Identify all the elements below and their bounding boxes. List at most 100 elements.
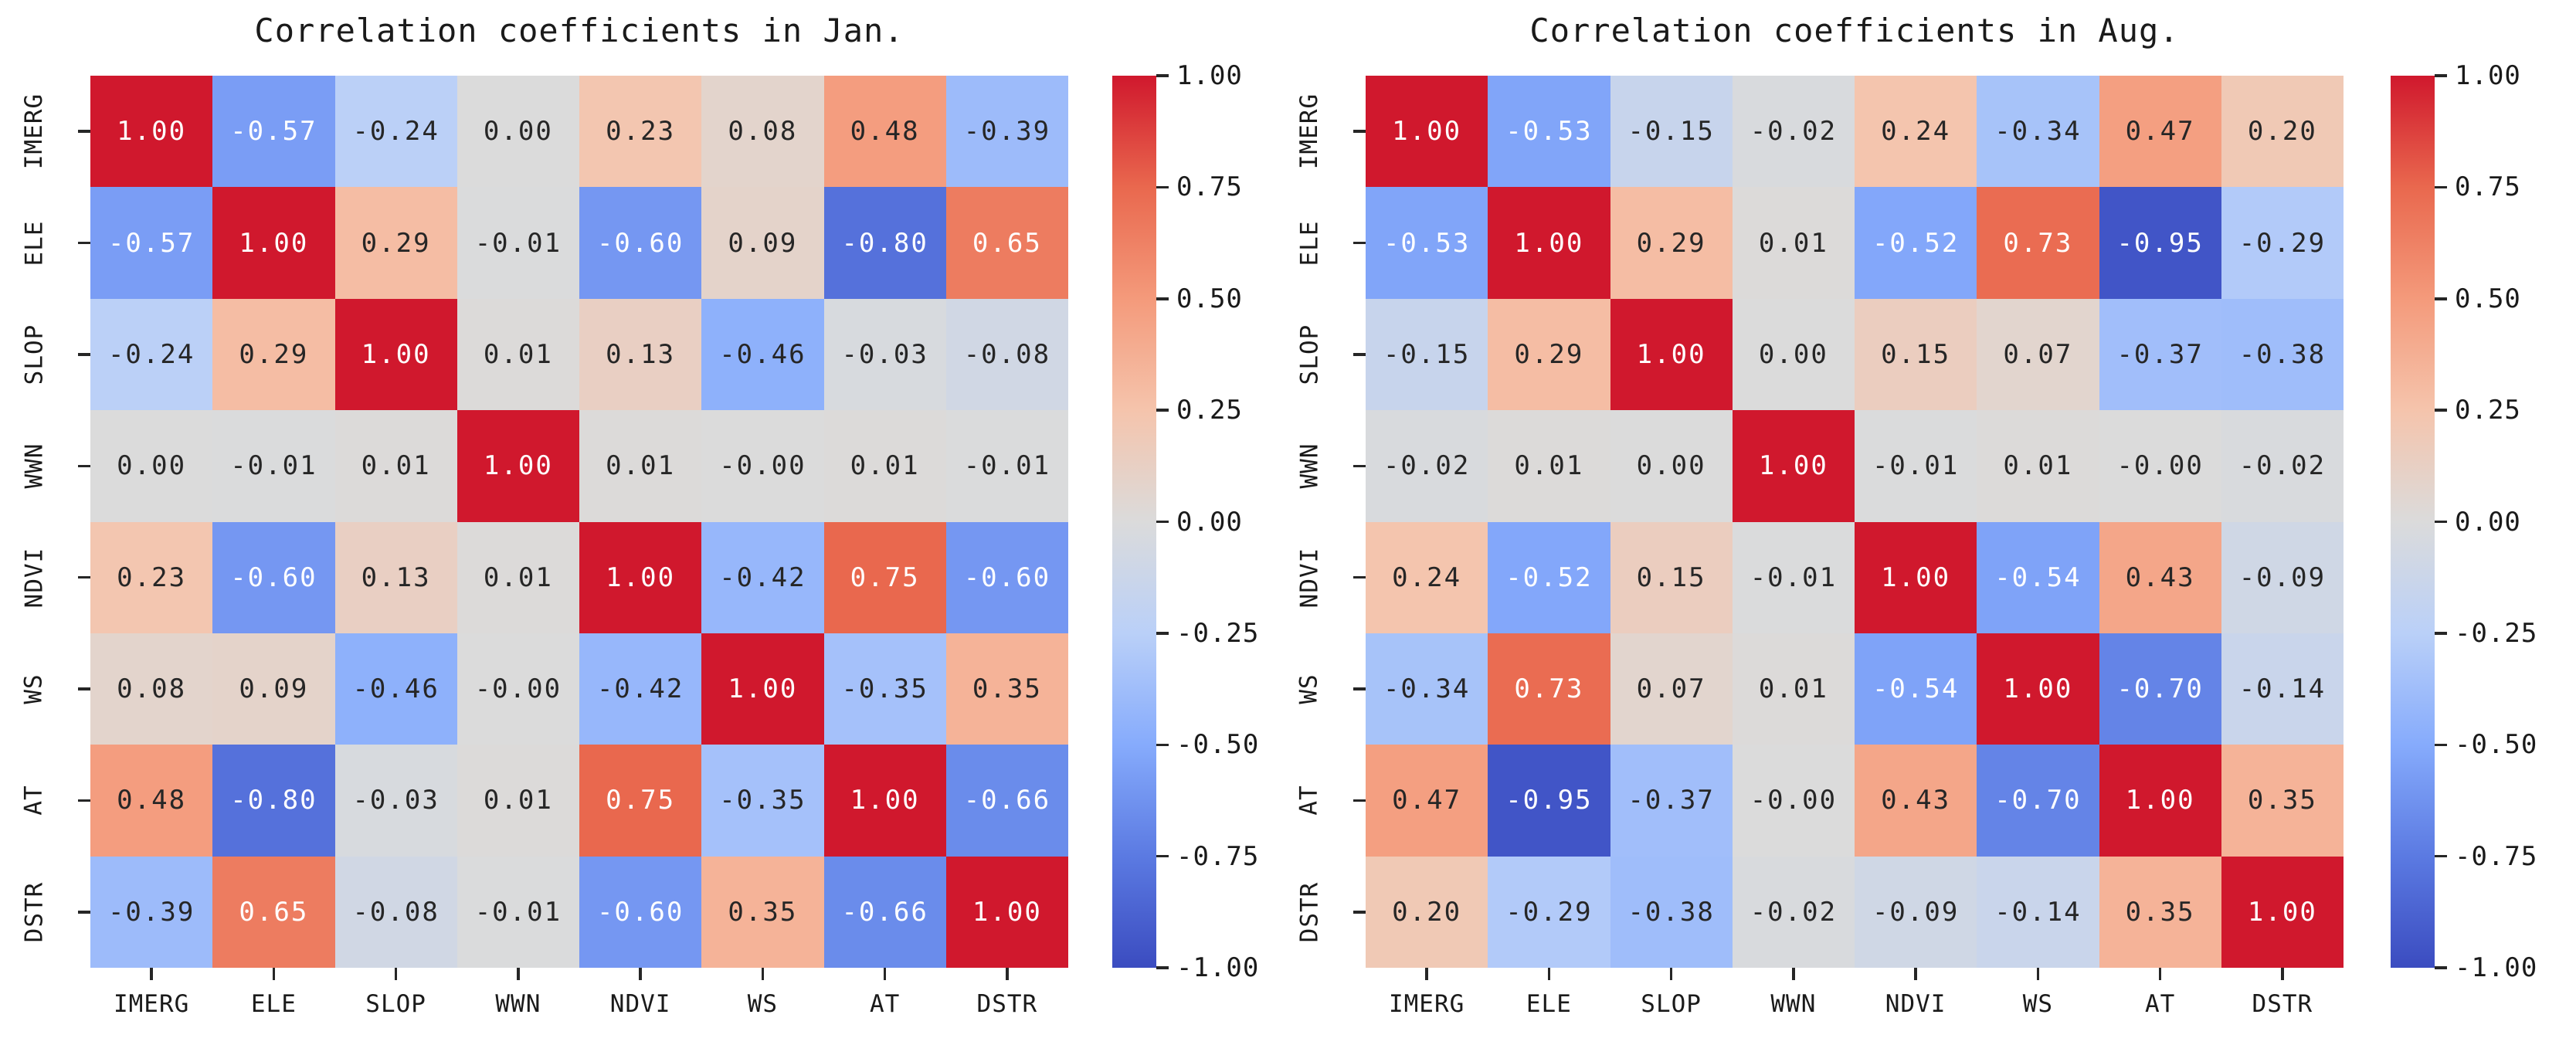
heatmap-cell: -0.34 — [1366, 633, 1488, 745]
heatmap-cell: 0.13 — [579, 298, 702, 411]
heatmap-cell: -0.70 — [1977, 745, 2099, 857]
x-tick — [2036, 968, 2040, 980]
heatmap-cell: -0.15 — [1610, 76, 1733, 188]
heatmap-cell: 1.00 — [334, 298, 457, 411]
y-axis-label: NDVI — [7, 522, 61, 633]
heatmap-cell: -0.80 — [212, 745, 335, 857]
heatmap-cell: 0.24 — [1855, 76, 1977, 188]
y-axis-label: WWN — [1282, 410, 1336, 521]
x-axis-label: ELE — [250, 990, 297, 1018]
colorbar — [2391, 76, 2435, 968]
x-axis-label: SLOP — [1641, 990, 1702, 1018]
heatmap-cell: -0.95 — [2099, 187, 2221, 299]
heatmap-cell: -0.08 — [945, 298, 1068, 411]
heatmap-cell: 1.00 — [2099, 745, 2221, 857]
heatmap-grid: 1.00 -0.53 -0.15 -0.02 0.24 -0.34 0.47 0.20 -0.5… — [1366, 76, 2344, 968]
y-axis-label: SLOP — [1282, 299, 1336, 410]
heatmap-cell: 0.07 — [1977, 298, 2099, 411]
y-axis-label: IMERG — [7, 76, 61, 187]
heatmap-cell: -0.34 — [1977, 76, 2099, 188]
x-axis-label: WWN — [495, 990, 541, 1018]
heatmap-cell: -0.15 — [1366, 298, 1488, 411]
heatmap-cell: 1.00 — [945, 856, 1068, 968]
colorbar-tick — [1156, 409, 1169, 412]
colorbar-tick-label: -0.75 — [1176, 840, 1260, 872]
heatmap-cell: 0.23 — [90, 521, 213, 633]
colorbar-tick — [2435, 409, 2447, 412]
y-axis-label: WWN — [7, 410, 61, 521]
heatmap-cell: 0.15 — [1855, 298, 1977, 411]
colorbar-tick-label: 0.50 — [2455, 283, 2521, 314]
x-axis-label: ELE — [1526, 990, 1572, 1018]
y-tick — [1353, 687, 1366, 690]
colorbar-tick — [2435, 966, 2447, 969]
heatmap-cell: -0.37 — [1610, 745, 1733, 857]
heatmap-cell: 0.01 — [334, 410, 457, 522]
heatmap-cell: 1.00 — [1855, 521, 1977, 633]
heatmap-cell: -0.53 — [1488, 76, 1610, 188]
heatmap-cell: 1.00 — [701, 633, 824, 745]
y-tick — [78, 241, 90, 245]
heatmap-cell: 0.01 — [456, 521, 579, 633]
y-axis-label: ELE — [7, 187, 61, 298]
heatmap-cell: -0.52 — [1855, 187, 1977, 299]
colorbar-tick-label: -0.50 — [1176, 729, 1260, 761]
heatmap-cell: -0.52 — [1488, 521, 1610, 633]
heatmap-cell: 0.23 — [579, 76, 702, 188]
colorbar-tick-label: 0.75 — [2455, 171, 2521, 203]
x-tick — [1792, 968, 1795, 980]
y-axis-label-text: WS — [1295, 673, 1323, 704]
y-tick — [78, 911, 90, 914]
heatmap-cell: 0.00 — [1610, 410, 1733, 522]
heatmap-cell: 0.75 — [823, 521, 946, 633]
heatmap-cell: 0.20 — [1366, 856, 1488, 968]
heatmap-cell: -0.39 — [945, 76, 1068, 188]
heatmap-cell: -0.02 — [1366, 410, 1488, 522]
y-tick — [78, 575, 90, 579]
colorbar-tick — [2435, 74, 2447, 77]
heatmap-cell: 0.13 — [334, 521, 457, 633]
heatmap-cell: 0.35 — [2099, 856, 2221, 968]
heatmap-cell: -0.38 — [1610, 856, 1733, 968]
heatmap-cell: 0.48 — [823, 76, 946, 188]
x-axis-label: WS — [747, 990, 779, 1018]
heatmap-cell: 0.35 — [2221, 745, 2344, 857]
heatmap-cell: 1.00 — [90, 76, 213, 188]
heatmap-cell: 0.29 — [212, 298, 335, 411]
colorbar-tick-label: 0.25 — [1176, 395, 1243, 426]
heatmap-cell: -0.02 — [1732, 76, 1855, 188]
heatmap-cell: 0.00 — [1732, 298, 1855, 411]
colorbar-tick — [1156, 966, 1169, 969]
heatmap-cell: 0.29 — [1610, 187, 1733, 299]
y-tick — [78, 130, 90, 133]
y-tick — [78, 464, 90, 468]
y-axis-label: AT — [1282, 745, 1336, 856]
heatmap-cell: 0.01 — [1488, 410, 1610, 522]
heatmap-cell: 0.24 — [1366, 521, 1488, 633]
colorbar-tick-label: -1.00 — [2455, 952, 2538, 983]
heatmap-cell: 1.00 — [456, 410, 579, 522]
heatmap-cell: -0.54 — [1855, 633, 1977, 745]
heatmap-cell: 0.47 — [1366, 745, 1488, 857]
heatmap-cell: 0.65 — [212, 856, 335, 968]
y-axis-label-text: ELE — [1295, 220, 1323, 266]
y-axis-label: WS — [1282, 633, 1336, 745]
colorbar-tick-label: 0.25 — [2455, 395, 2521, 426]
y-axis-label: DSTR — [1282, 857, 1336, 968]
colorbar-tick — [2435, 297, 2447, 300]
x-tick — [1425, 968, 1428, 980]
colorbar-tick-label: -0.25 — [1176, 617, 1260, 649]
x-tick — [883, 968, 887, 980]
y-tick — [1353, 353, 1366, 356]
y-axis-label-text: DSTR — [1295, 881, 1323, 943]
heatmap-cell: 0.01 — [1732, 633, 1855, 745]
x-axis-label: AT — [869, 990, 901, 1018]
y-axis-label: WS — [7, 633, 61, 745]
x-tick — [2281, 968, 2284, 980]
heatmap-cell: 0.15 — [1610, 521, 1733, 633]
heatmap-cell: 1.00 — [823, 745, 946, 857]
heatmap-cell: 0.01 — [456, 298, 579, 411]
x-axis-label: WS — [2022, 990, 2054, 1018]
heatmap-cell: 0.09 — [212, 633, 335, 745]
